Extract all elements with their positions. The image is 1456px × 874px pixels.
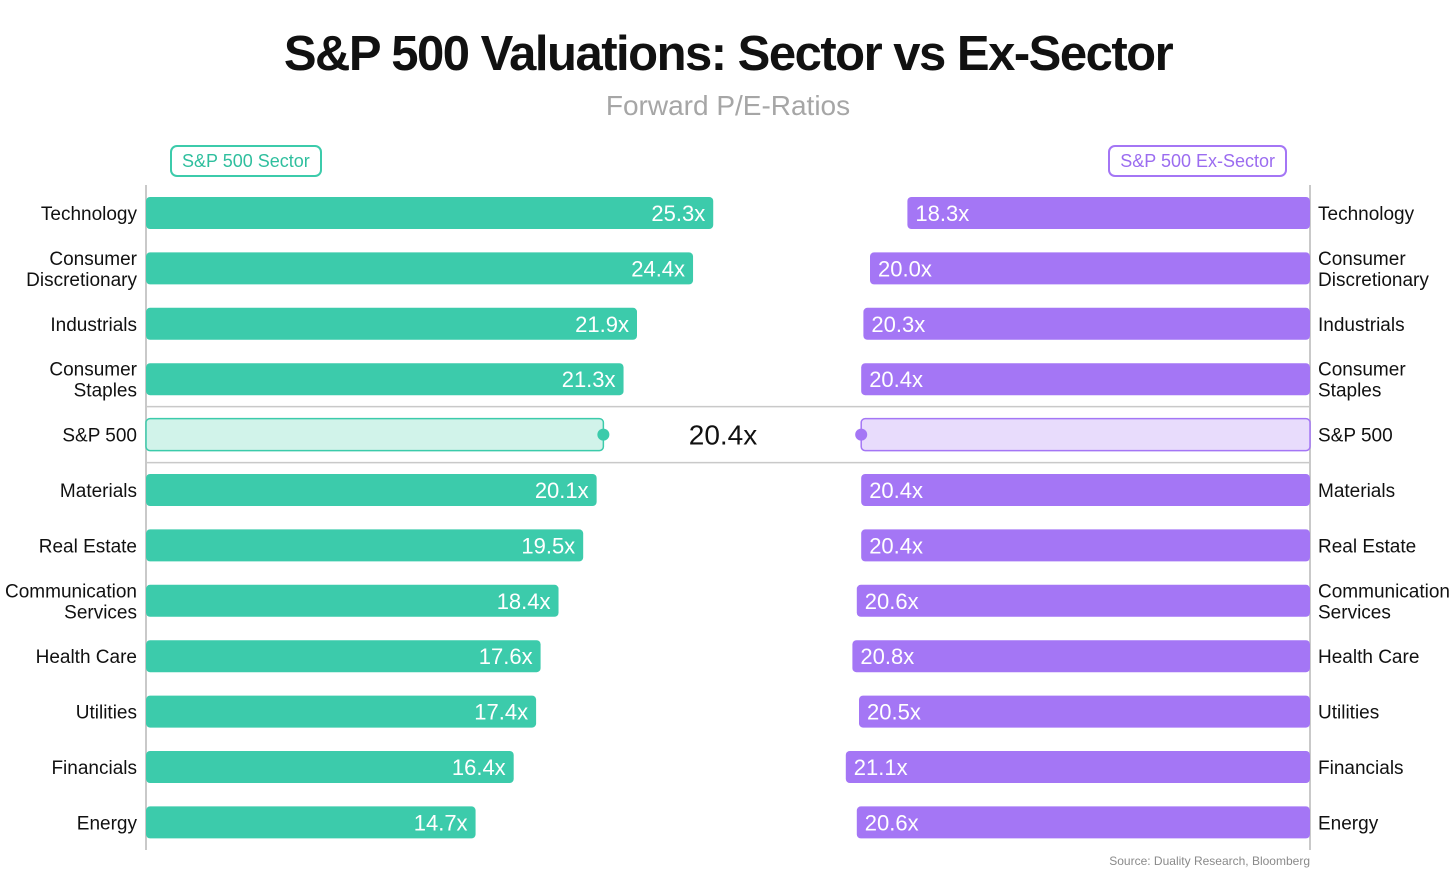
bar-sector-industrials xyxy=(146,307,637,340)
marker-ex-sector-s-p-500 xyxy=(855,428,868,441)
benchmark-value-label: 20.4x xyxy=(689,420,758,451)
bar-ex-sector-technology xyxy=(907,197,1310,229)
bar-sector-utilities xyxy=(146,695,537,728)
category-label-left-industrials: Industrials xyxy=(50,315,137,336)
category-label-right-real-estate: Real Estate xyxy=(1318,536,1416,557)
category-label-right-s-p-500: S&P 500 xyxy=(1318,426,1393,447)
category-label-right-materials: Materials xyxy=(1318,481,1395,502)
category-label-right-communication-services: Communication Services xyxy=(1318,581,1450,623)
value-label-ex-sector-energy: 20.6x xyxy=(865,810,919,835)
value-label-sector-real-estate: 19.5x xyxy=(521,533,575,558)
marker-sector-s-p-500 xyxy=(597,428,610,441)
category-label-left-communication-services: Communication Services xyxy=(5,581,137,623)
category-label-left-consumer-staples: Consumer Staples xyxy=(49,360,137,402)
chart-title: S&P 500 Valuations: Sector vs Ex-Sector xyxy=(283,27,1174,81)
chart-subtitle: Forward P/E-Ratios xyxy=(605,90,851,121)
category-label-left-technology: Technology xyxy=(41,204,138,225)
bar-sector-technology xyxy=(146,197,714,229)
bar-sector-consumer-discretionary xyxy=(146,252,694,285)
category-label-right-consumer-staples: Consumer Staples xyxy=(1318,360,1406,402)
category-label-right-health-care: Health Care xyxy=(1318,647,1419,668)
value-label-ex-sector-financials: 21.1x xyxy=(854,755,908,780)
value-label-ex-sector-materials: 20.4x xyxy=(869,478,923,503)
bar-ex-sector-utilities xyxy=(859,695,1310,728)
bar-ex-sector-communication-services xyxy=(856,584,1310,617)
value-label-sector-technology: 25.3x xyxy=(651,201,705,226)
category-label-right-energy: Energy xyxy=(1318,813,1379,834)
category-label-right-financials: Financials xyxy=(1318,758,1404,779)
bar-sector-consumer-staples xyxy=(146,363,624,396)
value-label-ex-sector-consumer-staples: 20.4x xyxy=(869,367,923,392)
bar-sector-energy xyxy=(146,806,476,839)
value-label-ex-sector-consumer-discretionary: 20.0x xyxy=(878,256,932,281)
category-label-right-industrials: Industrials xyxy=(1318,315,1405,336)
value-label-sector-health-care: 17.6x xyxy=(479,644,533,669)
category-label-left-materials: Materials xyxy=(60,481,137,502)
value-label-sector-industrials: 21.9x xyxy=(575,312,629,337)
bar-ex-sector-real-estate xyxy=(861,529,1310,562)
value-label-sector-materials: 20.1x xyxy=(535,478,589,503)
bar-ex-sector-materials xyxy=(861,474,1310,506)
category-label-right-consumer-discretionary: Consumer Discretionary xyxy=(1318,249,1429,291)
bar-ex-sector-health-care xyxy=(852,640,1310,673)
value-label-ex-sector-health-care: 20.8x xyxy=(860,644,914,669)
category-label-left-utilities: Utilities xyxy=(76,703,137,724)
source-note: Source: Duality Research, Bloomberg xyxy=(1109,854,1310,868)
bar-ex-sector-consumer-discretionary xyxy=(870,252,1310,285)
category-label-left-s-p-500: S&P 500 xyxy=(62,426,137,447)
value-label-sector-financials: 16.4x xyxy=(452,755,506,780)
value-label-sector-communication-services: 18.4x xyxy=(497,589,551,614)
category-label-left-energy: Energy xyxy=(77,813,138,834)
bar-sector-materials xyxy=(146,474,597,506)
bar-ex-sector-financials xyxy=(845,751,1310,783)
value-label-ex-sector-real-estate: 20.4x xyxy=(869,533,923,558)
value-label-ex-sector-industrials: 20.3x xyxy=(871,312,925,337)
value-label-ex-sector-technology: 18.3x xyxy=(915,201,969,226)
value-label-ex-sector-utilities: 20.5x xyxy=(867,700,921,725)
bar-sector-communication-services xyxy=(146,584,559,617)
legend-ex-sector-badge: S&P 500 Ex-Sector xyxy=(1108,145,1287,177)
bar-ex-sector-energy xyxy=(856,806,1310,839)
bar-ex-sector-s-p-500 xyxy=(860,417,1311,452)
value-label-ex-sector-communication-services: 20.6x xyxy=(865,589,919,614)
value-label-sector-energy: 14.7x xyxy=(414,810,468,835)
value-label-sector-utilities: 17.4x xyxy=(474,700,528,725)
value-label-sector-consumer-staples: 21.3x xyxy=(562,367,616,392)
bar-sector-financials xyxy=(146,751,514,783)
category-label-left-real-estate: Real Estate xyxy=(39,536,137,557)
bar-sector-s-p-500 xyxy=(145,417,605,452)
category-label-right-utilities: Utilities xyxy=(1318,703,1379,724)
legend-sector-badge: S&P 500 Sector xyxy=(170,145,322,177)
bar-ex-sector-industrials xyxy=(863,307,1310,340)
bar-sector-health-care xyxy=(146,640,541,673)
category-label-left-consumer-discretionary: Consumer Discretionary xyxy=(26,249,138,291)
bar-sector-real-estate xyxy=(146,529,584,562)
bar-ex-sector-consumer-staples xyxy=(861,363,1310,396)
category-label-left-health-care: Health Care xyxy=(36,647,137,668)
value-label-sector-consumer-discretionary: 24.4x xyxy=(631,256,685,281)
category-label-left-financials: Financials xyxy=(51,758,137,779)
category-label-right-technology: Technology xyxy=(1318,204,1415,225)
